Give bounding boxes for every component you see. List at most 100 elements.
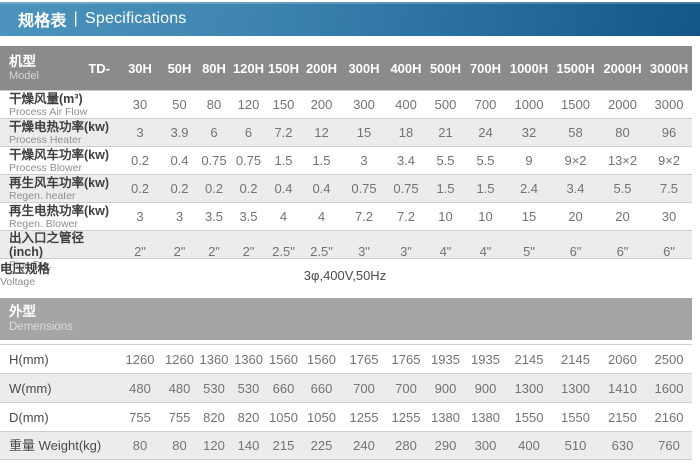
cell-value: 400: [518, 438, 540, 453]
cell-value: 1765: [391, 351, 421, 367]
cell-value: 80: [615, 125, 630, 140]
cell-value: 500: [434, 97, 457, 112]
cell-value: 3: [175, 209, 184, 224]
cell-value: 400: [395, 97, 417, 112]
cell-value: 5.5: [436, 153, 455, 168]
cell-value: 3.5: [239, 209, 258, 224]
row-label-zh: 再生电热功率(kw): [9, 203, 110, 218]
cell-value: 2060: [608, 351, 637, 367]
model-column-header: 50H: [167, 60, 192, 76]
row-label-en: Voltage: [0, 276, 36, 288]
cell-value: 1765: [349, 351, 379, 367]
table-header-row: 机型 Model TD- 30H 50H 80H 120H 150H 200H 300H 40…: [0, 46, 692, 90]
cell-value: 5.5: [476, 153, 495, 168]
cell-value: 4": [479, 243, 492, 259]
cell-value: 0.4: [274, 181, 293, 196]
cell-value: 1500: [561, 97, 590, 112]
cell-value: 9×2: [564, 153, 587, 168]
model-label: 机型 Model: [9, 54, 39, 83]
model-header-cell: 机型 Model TD-: [0, 46, 118, 90]
row-label: 干燥风量(m³) Process Air Flow: [0, 92, 118, 118]
cell-value: 900: [474, 380, 497, 396]
cell-value: 0.75: [351, 181, 377, 196]
cell-value: 1255: [349, 409, 379, 425]
cell-value: 9: [525, 153, 533, 168]
cell-value: 1300: [514, 380, 544, 396]
model-column-header: 150H: [267, 60, 300, 76]
dimension-rows: H(mm) 1260 1260 1360 1360 1560 1560 1765 1765 193…: [0, 344, 700, 460]
cell-value: 4: [317, 209, 326, 224]
cell-value: 2160: [654, 409, 684, 425]
title-zh: 规格表: [18, 13, 67, 30]
cell-value: 700: [474, 97, 497, 112]
spec-rows: 干燥风量(m³) Process Air Flow 30 50 80 120 150 200 3…: [0, 90, 700, 271]
cell-value: 5.5: [613, 181, 632, 196]
cell-value: 3": [400, 243, 412, 259]
row-label: H(mm): [0, 352, 118, 367]
model-column-header: 1000H: [509, 60, 549, 76]
cell-value: 2": [173, 243, 186, 259]
cell-value: 7.2: [396, 209, 416, 224]
cell-value: 0.75: [393, 181, 419, 196]
row-label-text: W(mm): [9, 380, 52, 396]
cell-value: 80: [132, 438, 148, 453]
table-row: H(mm) 1260 1260 1360 1360 1560 1560 1765 1765 193…: [0, 344, 692, 373]
cell-value: 1050: [307, 409, 336, 425]
cell-value: 1560: [307, 351, 336, 367]
cell-value: 660: [310, 380, 333, 396]
cell-value: 2.5": [310, 243, 333, 259]
cell-value: 18: [398, 125, 414, 140]
cell-value: 3: [136, 125, 144, 140]
model-column-header: 400H: [390, 60, 422, 76]
series-prefix: TD-: [88, 60, 110, 76]
cell-value: 530: [237, 380, 260, 396]
cell-value: 15: [521, 209, 537, 224]
cell-value: 0.4: [312, 181, 331, 196]
cell-value: 2.5": [272, 243, 295, 259]
cell-value: 1360: [199, 351, 229, 367]
cell-value: 510: [564, 438, 587, 453]
cell-value: 0.4: [170, 153, 189, 168]
cell-value: 3000: [654, 97, 684, 112]
cell-value: 200: [310, 97, 333, 112]
title-bar: 规格表 | Specifications: [0, 2, 700, 36]
cell-value: 0.2: [130, 181, 150, 196]
table-row: 干燥风车功率(kw) Process Blower 0.2 0.4 0.75 0.75 1.…: [0, 146, 692, 174]
title-en: Specifications: [84, 10, 187, 27]
cell-value: 96: [661, 125, 677, 140]
row-label-en: Regen. heater: [9, 189, 76, 202]
cell-value: 900: [434, 380, 457, 396]
cell-value: 1000: [514, 97, 544, 112]
table-row: 再生电热功率(kw) Regen. Blower 3 3 3.5 3.5 4 4 7.2 7.2 1…: [0, 202, 692, 230]
cell-value: 2145: [561, 351, 590, 367]
cell-value: 6: [210, 125, 218, 140]
cell-value: 290: [434, 438, 457, 453]
cell-value: 480: [129, 380, 151, 396]
model-label-en: Model: [9, 69, 39, 82]
row-label-en: Pipe Dia.: [9, 259, 52, 271]
cell-value: 1560: [269, 351, 298, 367]
cell-value: 10: [478, 209, 493, 224]
row-label-en: Process Heater: [9, 133, 82, 146]
cell-value: 7.2: [274, 125, 293, 140]
cell-value: 300: [474, 438, 497, 453]
cell-value: 1380: [431, 409, 460, 425]
cell-value: 2500: [654, 351, 684, 367]
cell-value: 120: [237, 97, 260, 112]
cell-value: 530: [203, 380, 225, 396]
row-label-en: Regen. Blower: [9, 217, 78, 230]
cell-value: 2150: [608, 409, 637, 425]
row-label: D(mm): [0, 410, 118, 425]
cell-value: 50: [172, 97, 187, 112]
cell-value: 1300: [561, 380, 590, 396]
cell-value: 15: [356, 125, 372, 140]
cell-value: 0.2: [130, 153, 150, 168]
cell-value: 630: [611, 438, 634, 453]
cell-value: 1935: [471, 351, 500, 367]
cell-value: 2000: [608, 97, 637, 112]
cell-value: 1260: [165, 351, 194, 367]
cell-value: 80: [206, 97, 222, 112]
row-label-text: D(mm): [9, 409, 49, 425]
row-label-zh: 再生风车功率(kw): [9, 175, 110, 190]
model-column-header: 200H: [305, 60, 338, 76]
